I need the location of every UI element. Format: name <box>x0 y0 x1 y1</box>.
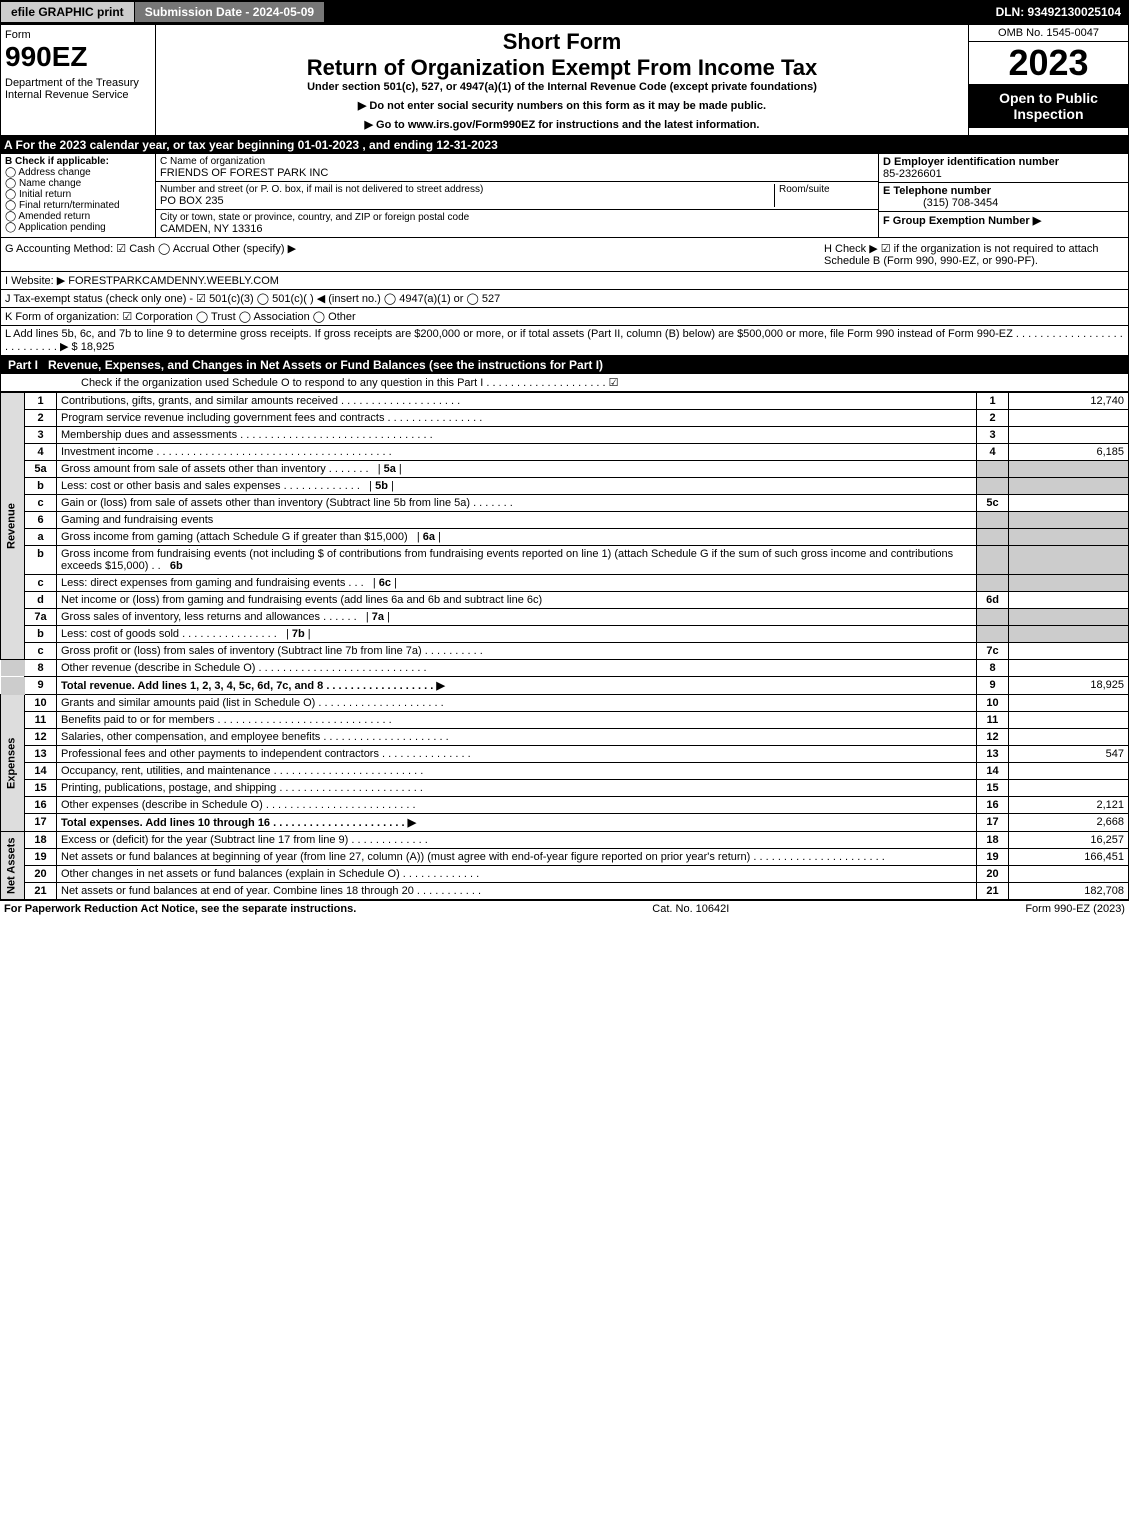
efile-button[interactable]: efile GRAPHIC print <box>0 1 135 23</box>
part1-header: Part I Revenue, Expenses, and Changes in… <box>0 356 1129 374</box>
f-group: F Group Exemption Number ▶ <box>879 212 1128 229</box>
line-3: 3Membership dues and assessments . . . .… <box>1 427 1129 444</box>
side-expenses: Expenses <box>1 695 25 832</box>
b-opt-5[interactable]: ◯ Application pending <box>5 222 151 233</box>
line-20: 20Other changes in net assets or fund ba… <box>1 866 1129 883</box>
form-header: Form 990EZ Department of the Treasury In… <box>0 24 1129 136</box>
g-accounting: G Accounting Method: ☑ Cash ◯ Accrual Ot… <box>5 242 296 267</box>
c-city-label: City or town, state or province, country… <box>160 212 874 223</box>
b-label: B Check if applicable: <box>5 156 109 167</box>
e-label: E Telephone number <box>883 185 991 197</box>
line-6a: aGross income from gaming (attach Schedu… <box>1 529 1129 546</box>
street: PO BOX 235 <box>160 195 774 207</box>
line-16: 16Other expenses (describe in Schedule O… <box>1 797 1129 814</box>
section-bcdef: B Check if applicable: ◯ Address change … <box>0 154 1129 238</box>
c-street-row: Number and street (or P. O. box, if mail… <box>156 182 878 210</box>
line-18: Net Assets 18Excess or (deficit) for the… <box>1 832 1129 849</box>
footer: For Paperwork Reduction Act Notice, see … <box>0 900 1129 917</box>
line-5b: bLess: cost or other basis and sales exp… <box>1 478 1129 495</box>
line-11: 11Benefits paid to or for members . . . … <box>1 712 1129 729</box>
part1-check: Check if the organization used Schedule … <box>0 374 1129 392</box>
line-21: 21Net assets or fund balances at end of … <box>1 883 1129 900</box>
line-6b: bGross income from fundraising events (n… <box>1 546 1129 575</box>
title: Return of Organization Exempt From Incom… <box>160 55 964 81</box>
subtitle: Under section 501(c), 527, or 4947(a)(1)… <box>160 81 964 93</box>
omb: OMB No. 1545-0047 <box>969 25 1128 42</box>
line-9: 9Total revenue. Add lines 1, 2, 3, 4, 5c… <box>1 677 1129 695</box>
city: CAMDEN, NY 13316 <box>160 223 874 235</box>
note1: ▶ Do not enter social security numbers o… <box>160 99 964 112</box>
row-gh: G Accounting Method: ☑ Cash ◯ Accrual Ot… <box>0 238 1129 272</box>
line-4: 4Investment income . . . . . . . . . . .… <box>1 444 1129 461</box>
line-12: 12Salaries, other compensation, and empl… <box>1 729 1129 746</box>
line-13: 13Professional fees and other payments t… <box>1 746 1129 763</box>
header-right: OMB No. 1545-0047 2023 Open to Public In… <box>968 25 1128 135</box>
b-opt-3[interactable]: ◯ Final return/terminated <box>5 200 151 211</box>
form-label: Form <box>5 29 151 41</box>
col-d: D Employer identification number 85-2326… <box>878 154 1128 237</box>
part1-title: Revenue, Expenses, and Changes in Net As… <box>48 358 603 372</box>
dln: DLN: 93492130025104 <box>996 5 1129 19</box>
ein: 85-2326601 <box>883 168 942 180</box>
side-revenue: Revenue <box>1 393 25 660</box>
e-phone: E Telephone number (315) 708-3454 <box>879 183 1128 212</box>
line-2: 2Program service revenue including gover… <box>1 410 1129 427</box>
line-5a: 5aGross amount from sale of assets other… <box>1 461 1129 478</box>
row-i: I Website: ▶ FORESTPARKCAMDENNY.WEEBLY.C… <box>0 272 1129 290</box>
row-a: A For the 2023 calendar year, or tax yea… <box>0 136 1129 154</box>
header-left: Form 990EZ Department of the Treasury In… <box>1 25 156 135</box>
line-1: Revenue 1Contributions, gifts, grants, a… <box>1 393 1129 410</box>
line-19: 19Net assets or fund balances at beginni… <box>1 849 1129 866</box>
c-name: C Name of organization FRIENDS OF FOREST… <box>156 154 878 182</box>
c-city: City or town, state or province, country… <box>156 210 878 237</box>
line-6d: dNet income or (loss) from gaming and fu… <box>1 592 1129 609</box>
c-name-label: C Name of organization <box>160 156 874 167</box>
line-7c: cGross profit or (loss) from sales of in… <box>1 643 1129 660</box>
footer-left: For Paperwork Reduction Act Notice, see … <box>4 903 356 915</box>
footer-right: Form 990-EZ (2023) <box>1025 903 1125 915</box>
b-opt-4[interactable]: ◯ Amended return <box>5 211 151 222</box>
col-b: B Check if applicable: ◯ Address change … <box>1 154 156 237</box>
side-netassets: Net Assets <box>1 832 25 900</box>
b-opt-0[interactable]: ◯ Address change <box>5 167 151 178</box>
phone: (315) 708-3454 <box>883 197 998 209</box>
line-7b: bLess: cost of goods sold . . . . . . . … <box>1 626 1129 643</box>
form-number: 990EZ <box>5 41 151 73</box>
h-check: H Check ▶ ☑ if the organization is not r… <box>824 242 1124 267</box>
org-name: FRIENDS OF FOREST PARK INC <box>160 167 874 179</box>
b-opt-2[interactable]: ◯ Initial return <box>5 189 151 200</box>
row-l: L Add lines 5b, 6c, and 7b to line 9 to … <box>0 326 1129 356</box>
line-7a: 7aGross sales of inventory, less returns… <box>1 609 1129 626</box>
c-street-label: Number and street (or P. O. box, if mail… <box>160 184 774 195</box>
footer-mid: Cat. No. 10642I <box>652 903 729 915</box>
line-10: Expenses 10Grants and similar amounts pa… <box>1 695 1129 712</box>
line-14: 14Occupancy, rent, utilities, and mainte… <box>1 763 1129 780</box>
dept: Department of the Treasury Internal Reve… <box>5 77 151 101</box>
lines-table: Revenue 1Contributions, gifts, grants, a… <box>0 392 1129 900</box>
line-6c: cLess: direct expenses from gaming and f… <box>1 575 1129 592</box>
submission-date: Submission Date - 2024-05-09 <box>135 2 324 22</box>
d-ein: D Employer identification number 85-2326… <box>879 154 1128 183</box>
line-6: 6Gaming and fundraising events <box>1 512 1129 529</box>
col-c: C Name of organization FRIENDS OF FOREST… <box>156 154 878 237</box>
line-17: 17Total expenses. Add lines 10 through 1… <box>1 814 1129 832</box>
row-k: K Form of organization: ☑ Corporation ◯ … <box>0 308 1129 326</box>
line-5c: cGain or (loss) from sale of assets othe… <box>1 495 1129 512</box>
part1-label: Part I <box>8 358 48 372</box>
short-form: Short Form <box>160 29 964 55</box>
open-public: Open to Public Inspection <box>969 84 1128 128</box>
d-label: D Employer identification number <box>883 156 1059 168</box>
b-opt-1[interactable]: ◯ Name change <box>5 178 151 189</box>
note2: ▶ Go to www.irs.gov/Form990EZ for instru… <box>160 118 964 131</box>
line-15: 15Printing, publications, postage, and s… <box>1 780 1129 797</box>
line-8: 8Other revenue (describe in Schedule O) … <box>1 660 1129 677</box>
row-j: J Tax-exempt status (check only one) - ☑… <box>0 290 1129 308</box>
top-bar: efile GRAPHIC print Submission Date - 20… <box>0 0 1129 24</box>
tax-year: 2023 <box>969 42 1128 84</box>
room-label: Room/suite <box>779 184 874 195</box>
f-label: F Group Exemption Number ▶ <box>883 215 1041 227</box>
header-mid: Short Form Return of Organization Exempt… <box>156 25 968 135</box>
